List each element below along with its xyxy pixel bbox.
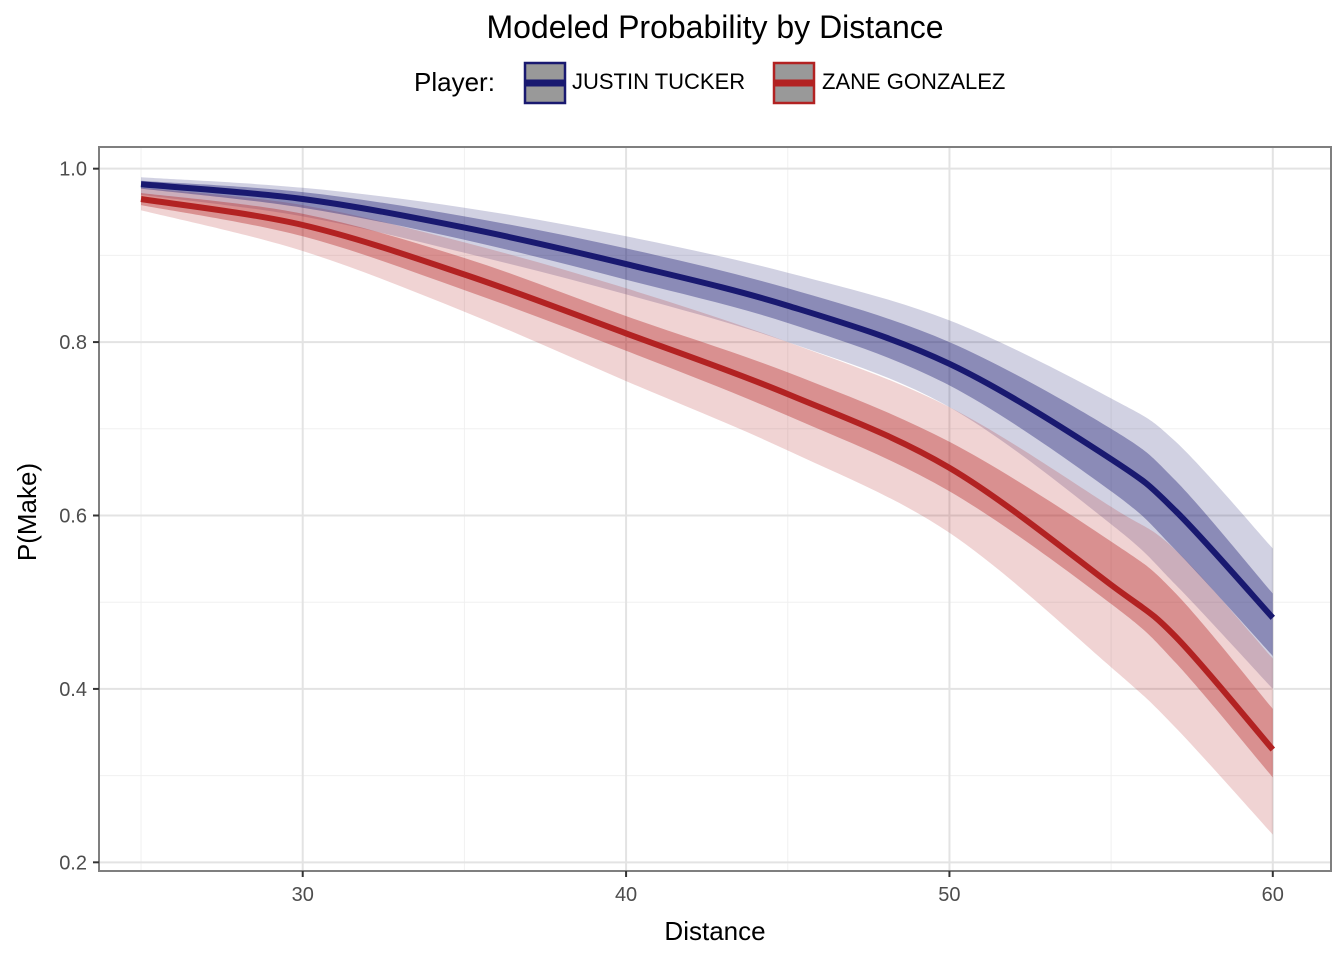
y-tick-label: 0.2 (59, 852, 87, 874)
y-tick-label: 1.0 (59, 159, 87, 181)
y-tick-label: 0.6 (59, 506, 87, 528)
legend-label-justin-tucker: JUSTIN TUCKER (572, 69, 745, 94)
series-lines (140, 181, 1276, 752)
y-tick-label: 0.8 (59, 332, 87, 354)
y-axis: 0.2 0.4 0.6 0.8 1.0 (59, 159, 99, 874)
y-axis-title: P(Make) (12, 463, 42, 561)
x-tick-label: 30 (292, 884, 314, 906)
legend: Player: JUSTIN TUCKER ZANE GONZALEZ (414, 61, 1005, 105)
x-tick-label: 60 (1262, 884, 1284, 906)
x-tick-label: 40 (615, 884, 637, 906)
confidence-bands (141, 177, 1273, 835)
legend-label-zane-gonzalez: ZANE GONZALEZ (822, 69, 1005, 94)
y-tick-label: 0.4 (59, 679, 87, 701)
x-tick-label: 50 (938, 884, 960, 906)
series-line-zane-gonzalez (140, 196, 1276, 752)
legend-title: Player: (414, 67, 495, 97)
outer-band-zane-gonzalez (141, 187, 1273, 835)
legend-item-zane-gonzalez: ZANE GONZALEZ (772, 61, 1005, 105)
chart-title: Modeled Probability by Distance (486, 9, 943, 45)
outer-band-justin-tucker (141, 177, 1273, 689)
panel-border (98, 146, 1332, 872)
legend-item-justin-tucker: JUSTIN TUCKER (523, 61, 745, 105)
grid (99, 147, 1331, 871)
x-axis-title: Distance (664, 916, 765, 946)
series-line-justin-tucker (140, 181, 1276, 620)
x-axis: 30 40 50 60 (292, 871, 1284, 906)
